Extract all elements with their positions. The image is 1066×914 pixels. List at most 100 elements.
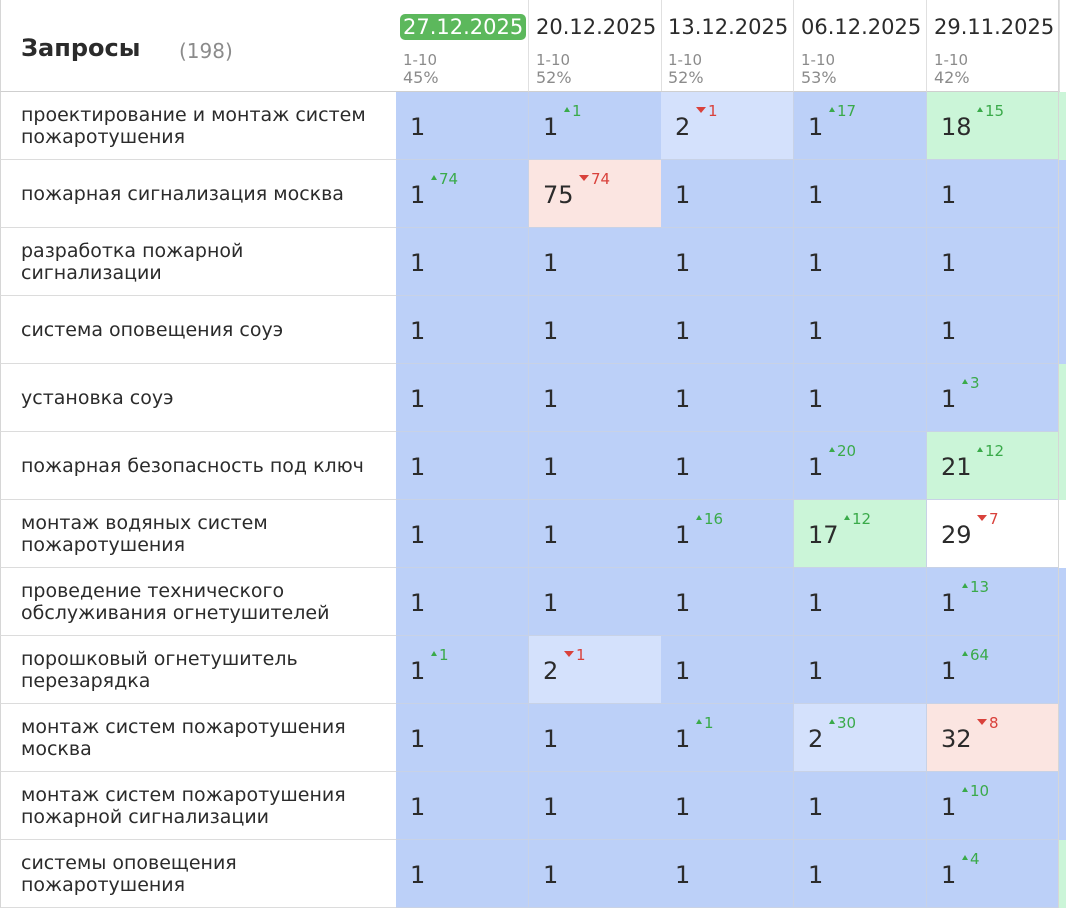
change-value: 13 — [970, 578, 990, 596]
position-cell[interactable]: 29 7 — [927, 500, 1060, 568]
position-cell[interactable]: 1 — [661, 228, 794, 296]
position-cell[interactable]: 18 15 — [927, 92, 1060, 160]
query-text[interactable]: порошковый огнетушитель перезарядка — [21, 647, 298, 692]
column-date[interactable]: 20.12.2025 — [536, 15, 657, 39]
query-row-label[interactable]: монтаж систем пожаротушения пожарной сиг… — [0, 772, 396, 840]
position-cell[interactable]: 1 — [661, 296, 794, 364]
position-cell[interactable]: 1 — [661, 772, 794, 840]
query-text[interactable]: монтаж систем пожаротушения москва — [21, 715, 346, 760]
position-cell[interactable]: 1 — [529, 296, 662, 364]
query-text[interactable]: разработка пожарной сигнализации — [21, 239, 244, 284]
position-cell[interactable]: 1 — [529, 228, 662, 296]
position-cell[interactable]: 1 — [396, 840, 529, 908]
date-column-header[interactable]: 13.12.2025 1-10 52% — [661, 0, 794, 92]
position-cell[interactable]: 21 12 — [927, 432, 1060, 500]
query-text[interactable]: проведение технического обслуживания огн… — [21, 579, 330, 624]
query-text[interactable]: система оповещения соуэ — [21, 318, 284, 341]
query-text[interactable]: пожарная безопасность под ключ — [21, 454, 364, 477]
date-column-header[interactable]: 27.12.2025 1-10 45% — [396, 0, 529, 92]
position-cell[interactable]: 1 — [529, 840, 662, 908]
position-cell[interactable]: 1 — [794, 636, 927, 704]
position-cell[interactable]: 1 — [661, 840, 794, 908]
position-cell[interactable]: 1 — [396, 704, 529, 772]
position-cell[interactable]: 1 — [396, 92, 529, 160]
query-row-label[interactable]: проектирование и монтаж систем пожаротуш… — [0, 92, 396, 160]
position-cell[interactable]: 1 — [529, 704, 662, 772]
position-cell[interactable]: 1 — [529, 364, 662, 432]
position-cell[interactable]: 1 — [396, 772, 529, 840]
position-cell[interactable]: 1 — [396, 500, 529, 568]
date-column-header[interactable]: 29.11.2025 1-10 42% — [927, 0, 1060, 92]
query-text[interactable]: системы оповещения пожаротушения — [21, 851, 237, 896]
position-cell[interactable]: 1 10 — [927, 772, 1060, 840]
query-row-label[interactable]: системы оповещения пожаротушения — [0, 840, 396, 908]
position-value: 18 — [941, 113, 972, 141]
position-cell[interactable]: 1 — [794, 228, 927, 296]
position-cell[interactable]: 1 74 — [396, 160, 529, 228]
position-cell[interactable]: 32 8 — [927, 704, 1060, 772]
position-cell[interactable]: 1 — [661, 160, 794, 228]
position-cell[interactable]: 1 — [396, 432, 529, 500]
query-text[interactable]: проектирование и монтаж систем пожаротуш… — [21, 103, 366, 148]
position-cell[interactable]: 1 — [794, 568, 927, 636]
position-cell[interactable]: 75 74 — [529, 160, 662, 228]
query-row-label[interactable]: порошковый огнетушитель перезарядка — [0, 636, 396, 704]
column-date[interactable]: 06.12.2025 — [801, 15, 922, 39]
column-date[interactable]: 27.12.2025 — [400, 14, 527, 40]
position-cell[interactable]: 1 — [661, 568, 794, 636]
position-cell[interactable]: 1 — [794, 364, 927, 432]
query-row-label[interactable]: разработка пожарной сигнализации — [0, 228, 396, 296]
column-date[interactable]: 13.12.2025 — [668, 15, 789, 39]
query-row-label[interactable]: система оповещения соуэ — [0, 296, 396, 364]
position-cell[interactable]: 1 — [529, 568, 662, 636]
position-cell[interactable]: 1 16 — [661, 500, 794, 568]
position-cell[interactable]: 1 — [794, 840, 927, 908]
position-change: 17 — [829, 102, 856, 120]
position-cell[interactable]: 1 — [396, 296, 529, 364]
query-text[interactable]: пожарная сигнализация москва — [21, 182, 344, 205]
position-cell[interactable]: 1 — [927, 160, 1060, 228]
position-cell[interactable]: 1 — [529, 500, 662, 568]
arrow-down-icon — [696, 107, 706, 113]
query-text[interactable]: монтаж систем пожаротушения пожарной сиг… — [21, 783, 346, 828]
position-cell[interactable]: 1 — [396, 568, 529, 636]
date-column-header[interactable]: 20.12.2025 1-10 52% — [529, 0, 662, 92]
position-cell[interactable]: 1 — [529, 772, 662, 840]
query-row-label[interactable]: монтаж систем пожаротушения москва — [0, 704, 396, 772]
arrow-up-icon — [564, 107, 570, 112]
position-cell[interactable]: 1 — [396, 364, 529, 432]
position-cell[interactable]: 1 — [794, 296, 927, 364]
position-cell[interactable]: 1 — [927, 228, 1060, 296]
position-cell[interactable]: 1 — [927, 296, 1060, 364]
date-column-header[interactable]: 06.12.2025 1-10 53% — [794, 0, 927, 92]
query-row-label[interactable]: монтаж водяных систем пожаротушения — [0, 500, 396, 568]
position-cell[interactable]: 1 13 — [927, 568, 1060, 636]
query-text[interactable]: монтаж водяных систем пожаротушения — [21, 511, 268, 556]
position-cell[interactable]: 1 64 — [927, 636, 1060, 704]
query-row-label[interactable]: пожарная сигнализация москва — [0, 160, 396, 228]
position-cell[interactable]: 1 — [661, 636, 794, 704]
query-row-label[interactable]: установка соуэ — [0, 364, 396, 432]
query-row-label[interactable]: проведение технического обслуживания огн… — [0, 568, 396, 636]
position-cell[interactable]: 1 20 — [794, 432, 927, 500]
position-cell[interactable]: 1 — [529, 432, 662, 500]
position-cell[interactable]: 17 12 — [794, 500, 927, 568]
position-value: 29 — [941, 521, 972, 549]
position-cell[interactable]: 1 17 — [794, 92, 927, 160]
position-cell[interactable]: 1 — [794, 160, 927, 228]
query-text[interactable]: установка соуэ — [21, 386, 174, 409]
column-date[interactable]: 29.11.2025 — [934, 15, 1055, 39]
position-cell[interactable]: 1 — [396, 228, 529, 296]
position-cell[interactable]: 1 — [794, 772, 927, 840]
position-cell[interactable]: 1 — [661, 432, 794, 500]
query-row-label[interactable]: пожарная безопасность под ключ — [0, 432, 396, 500]
position-cell[interactable]: 2 30 — [794, 704, 927, 772]
position-cell[interactable]: 1 — [661, 364, 794, 432]
